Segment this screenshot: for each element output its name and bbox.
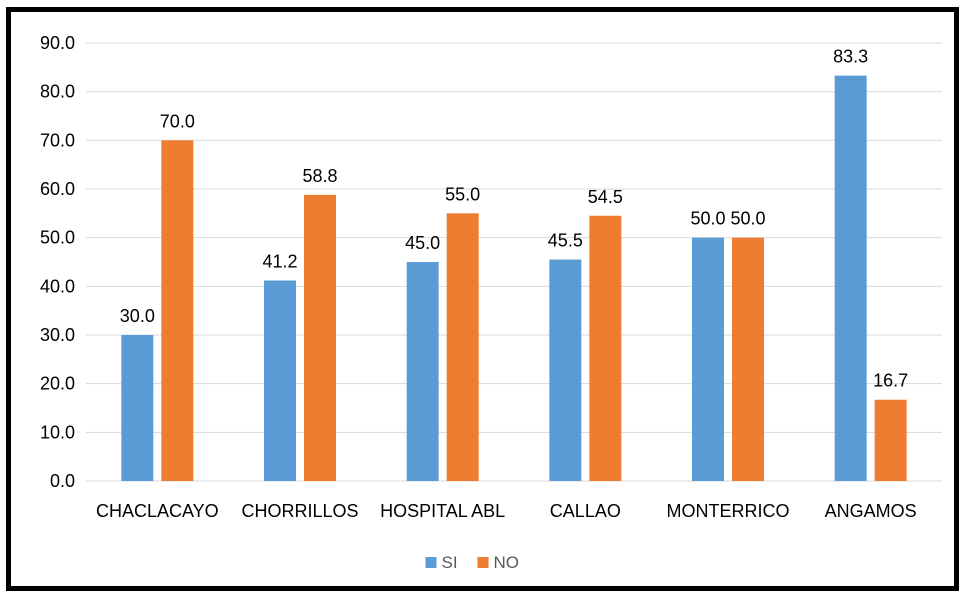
bar-chart: 0.010.020.030.040.050.060.070.080.090.0 …	[40, 33, 942, 572]
legend: SI NO	[425, 553, 520, 572]
bars	[121, 75, 907, 482]
x-tick-label: ANGAMOS	[825, 501, 917, 521]
x-tick-label: MONTERRICO	[667, 501, 790, 521]
y-tick-label: 10.0	[40, 422, 75, 442]
data-label: 16.7	[873, 371, 908, 391]
data-label: 58.8	[302, 166, 337, 186]
chart-frame: 0.0 10.0 20.0 30.0 40.0 50.0 60.0 70.0 80.0 90.0 …	[6, 7, 959, 591]
y-tick-label: 30.0	[40, 325, 75, 345]
y-tick-label: 80.0	[40, 82, 75, 102]
gridlines	[86, 42, 942, 482]
y-axis-ticks: 0.0 10.0 20.0 30.0 40.0 50.0 60.0 70.0 80.0 90.0	[40, 33, 75, 491]
y-tick-label: 20.0	[40, 374, 75, 394]
bar-no	[874, 399, 907, 481]
x-axis-ticks: CHACLACAYO CHORRILLOS HOSPITAL ABL CALLAO MO…	[96, 501, 917, 521]
data-label: 45.5	[548, 231, 583, 251]
legend-swatch-no	[477, 557, 489, 568]
legend-label: NO	[494, 553, 520, 572]
data-label: 50.0	[690, 209, 725, 229]
bar-si	[264, 280, 296, 481]
y-tick-label: 90.0	[40, 33, 75, 53]
data-label: 54.5	[588, 187, 623, 207]
y-tick-label: 70.0	[40, 130, 75, 150]
legend-swatch-si	[425, 557, 437, 568]
bar-si	[834, 75, 867, 482]
y-tick-label: 50.0	[40, 228, 75, 248]
data-label: 41.2	[262, 251, 297, 271]
data-label: 45.0	[405, 233, 440, 253]
bar-si	[549, 259, 582, 481]
y-tick-label: 0.0	[50, 471, 75, 491]
data-label: 30.0	[120, 306, 155, 326]
y-tick-label: 60.0	[40, 179, 75, 199]
bar-si	[121, 335, 154, 481]
bar-si	[692, 237, 724, 481]
bar-no	[589, 215, 622, 481]
x-tick-label: HOSPITAL ABL	[380, 501, 505, 521]
bar-no	[304, 194, 336, 481]
bar-no	[446, 213, 479, 482]
y-tick-label: 40.0	[40, 276, 75, 296]
data-label: 70.0	[160, 111, 195, 131]
data-labels: 30.0 70.0 41.2 58.8 45.0 55.0 45.5 54.5 50.0 50.0…	[120, 47, 908, 391]
bar-si	[406, 262, 439, 481]
data-label: 50.0	[730, 209, 765, 229]
x-tick-label: CHORRILLOS	[241, 501, 358, 521]
legend-label: SI	[442, 553, 458, 572]
data-label: 55.0	[445, 184, 480, 204]
bar-no	[732, 237, 764, 481]
bar-no	[161, 140, 194, 482]
x-tick-label: CHACLACAYO	[96, 501, 219, 521]
data-label: 83.3	[833, 47, 868, 67]
x-tick-label: CALLAO	[550, 501, 621, 521]
